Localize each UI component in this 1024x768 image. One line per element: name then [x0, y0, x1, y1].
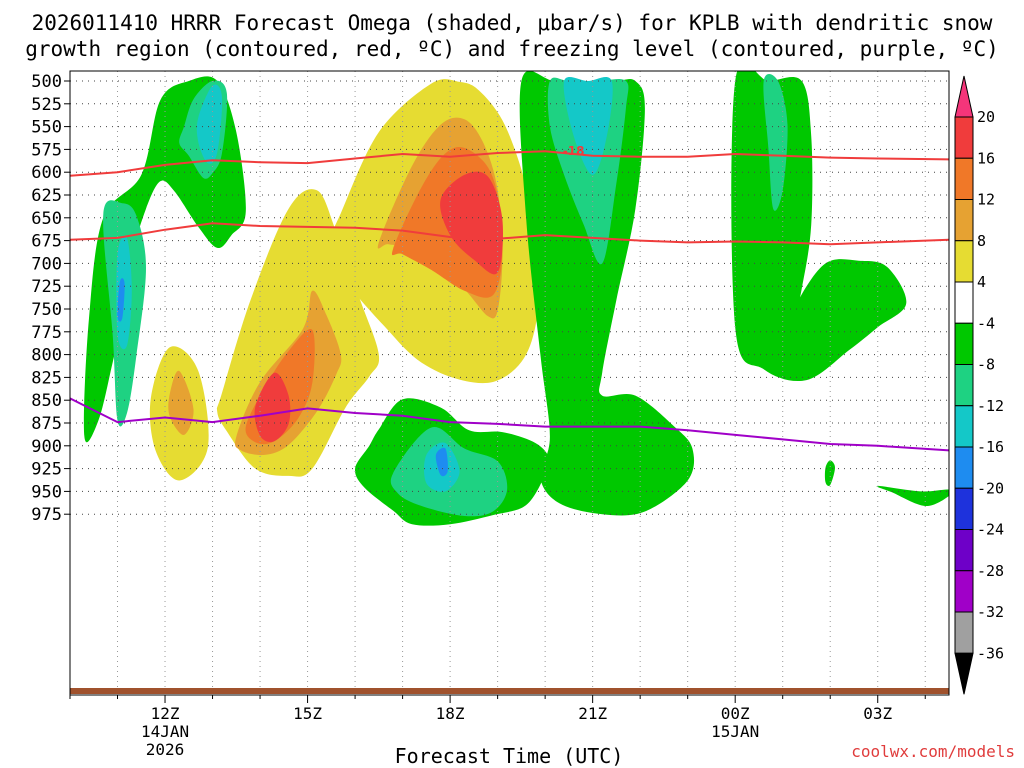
y-tick-label: 775 — [31, 323, 62, 343]
x-tick-label: 00Z — [721, 704, 750, 723]
x-tick-date-label: 15JAN — [711, 722, 759, 741]
y-tick-label: 725 — [31, 277, 62, 297]
y-tick-label: 650 — [31, 209, 62, 229]
omega-region — [824, 460, 835, 487]
y-tick-label: 875 — [31, 414, 62, 434]
y-tick-label: 575 — [31, 140, 62, 160]
colorbar-top-arrow — [954, 75, 974, 118]
omega-region — [435, 447, 448, 477]
colorbar-swatch — [954, 157, 974, 200]
colorbar-swatch — [954, 570, 974, 613]
colorbar-label: 16 — [977, 149, 995, 167]
chart-title-line1: 2026011410 HRRR Forecast Omega (shaded, … — [32, 11, 993, 35]
y-tick-label: 800 — [31, 346, 62, 366]
y-tick-label: 950 — [31, 482, 62, 502]
colorbar-label: 4 — [977, 273, 986, 291]
x-tick-label: 18Z — [436, 704, 465, 723]
colorbar-swatch — [954, 364, 974, 407]
colorbar-swatch — [954, 611, 974, 654]
y-axis: 5005255505756006256506757007257507758008… — [31, 72, 70, 525]
colorbar-label: -32 — [977, 603, 1004, 621]
x-tick-label: 12Z — [151, 704, 180, 723]
x-axis-label: Forecast Time (UTC) — [395, 744, 624, 768]
colorbar-label: -16 — [977, 438, 1004, 456]
omega-region — [763, 73, 788, 211]
omega-region — [876, 485, 949, 507]
x-tick-label: 15Z — [293, 704, 322, 723]
colorbar-swatch — [954, 322, 974, 365]
omega-region — [563, 76, 613, 175]
x-tick-label: 03Z — [863, 704, 892, 723]
x-tick-label: 21Z — [578, 704, 607, 723]
y-tick-label: 975 — [31, 505, 62, 525]
colorbar-swatch — [954, 116, 974, 159]
colorbar-label: 12 — [977, 191, 995, 209]
x-tick-year-label: 2026 — [146, 740, 185, 759]
colorbar-label: -20 — [977, 479, 1004, 497]
omega-region — [117, 278, 125, 322]
freezing-level-line — [70, 397, 949, 452]
colorbar-swatch — [954, 529, 974, 572]
x-tick-date-label: 14JAN — [141, 722, 189, 741]
colorbar-label: -8 — [977, 356, 995, 374]
y-tick-label: 925 — [31, 460, 62, 480]
colorbar-swatch — [954, 405, 974, 448]
y-tick-label: 600 — [31, 163, 62, 183]
colorbar-label: -36 — [977, 644, 1004, 662]
isotherm-contours: -18 — [70, 144, 949, 452]
y-tick-label: 700 — [31, 254, 62, 274]
y-tick-label: 500 — [31, 72, 62, 92]
colorbar-label: -24 — [977, 521, 1004, 539]
dendritic-lower-isotherm — [70, 222, 949, 246]
colorbar-label: 8 — [977, 232, 986, 250]
terrain-bar — [70, 688, 949, 694]
y-tick-label: 850 — [31, 391, 62, 411]
colorbar-swatch — [954, 487, 974, 530]
colorbar-bottom-arrow — [954, 652, 974, 695]
y-tick-label: 625 — [31, 186, 62, 206]
omega-region — [519, 71, 695, 516]
colorbar-label: -12 — [977, 397, 1004, 415]
colorbar-swatch — [954, 446, 974, 489]
omega-region — [254, 372, 291, 443]
colorbar-swatch — [954, 240, 974, 283]
colorbar-label: -28 — [977, 562, 1004, 580]
dendritic-upper-isotherm — [70, 150, 949, 177]
gridlines — [70, 71, 949, 695]
plot-frame — [69, 70, 950, 696]
colorbar-label: -4 — [977, 314, 995, 332]
chart-title-line2: growth region (contoured, red, ºC) and f… — [25, 37, 999, 61]
colorbar: 20 16 12 8 4 -4 -8 -12 -16 -20 -24 -28 -32 -36 — [954, 75, 1004, 695]
y-tick-label: 900 — [31, 437, 62, 457]
omega-region — [196, 84, 223, 164]
colorbar-label: 20 — [977, 108, 995, 126]
y-tick-label: 550 — [31, 118, 62, 138]
omega-region — [440, 171, 503, 275]
credit-text: coolwx.com/models — [851, 742, 1015, 761]
colorbar-swatch — [954, 281, 974, 324]
contour-label: -18 — [563, 144, 585, 158]
y-tick-label: 825 — [31, 368, 62, 388]
y-tick-label: 750 — [31, 300, 62, 320]
colorbar-swatch — [954, 199, 974, 242]
y-tick-label: 525 — [31, 95, 62, 115]
y-tick-label: 675 — [31, 232, 62, 252]
